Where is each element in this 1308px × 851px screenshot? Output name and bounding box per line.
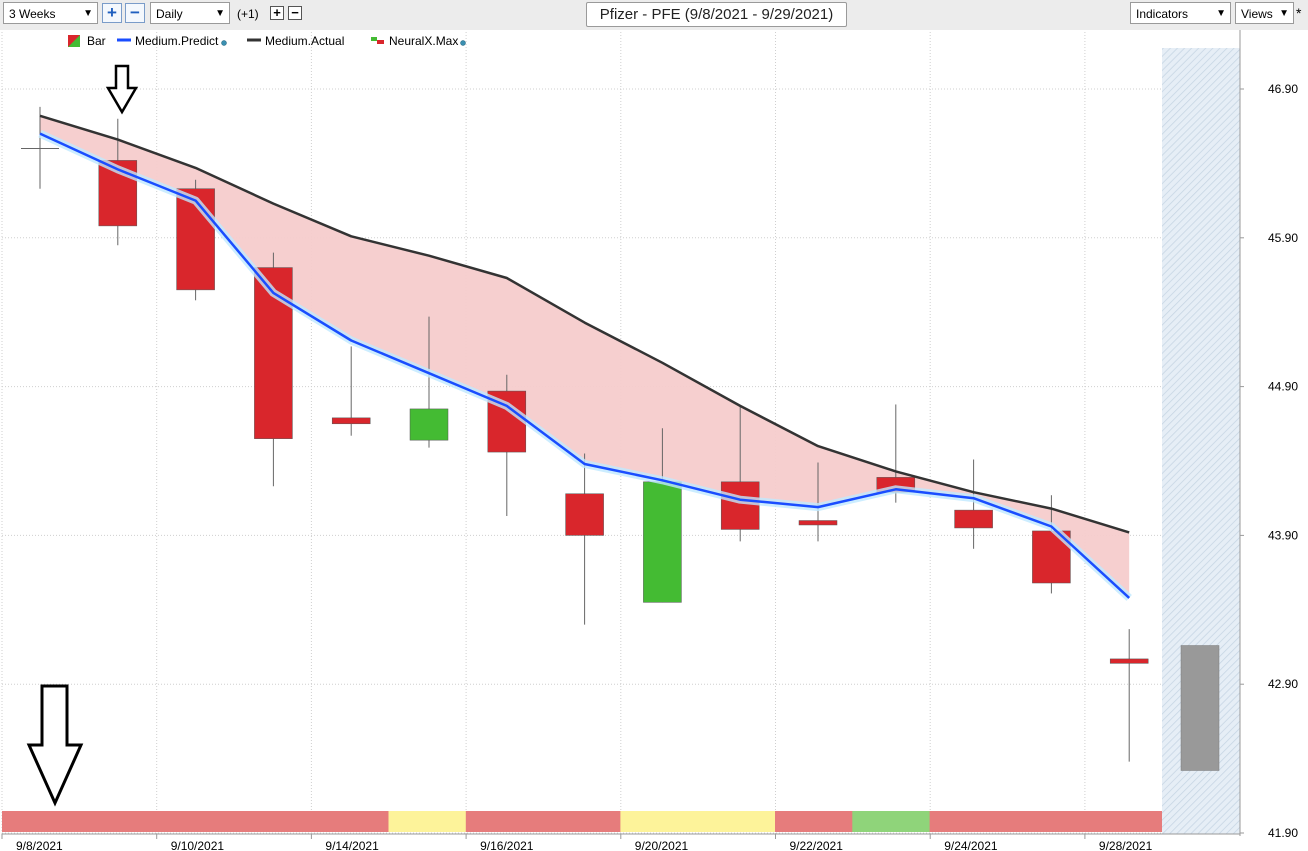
- signal-cell: [156, 811, 235, 832]
- actual-predict-band: [40, 115, 1130, 598]
- x-tick-label: 9/22/2021: [790, 839, 844, 851]
- offset-increase-button[interactable]: +: [270, 6, 284, 20]
- projection-bar: [1180, 645, 1220, 771]
- candle-body: [331, 417, 371, 425]
- axes: 46.90 45.90 44.90 43.90 42.90 41.90 9/8/2021 9/…: [1, 30, 1298, 851]
- legend-item: Medium.Actual: [247, 34, 344, 48]
- interval-value: Daily: [156, 7, 183, 21]
- legend-bar-icon-up: [68, 35, 80, 47]
- candlestick-chart[interactable]: 46.90 45.90 44.90 43.90 42.90 41.90 9/8/2021 9/…: [0, 30, 1308, 851]
- signal-cell: [620, 811, 699, 832]
- signal-cell: [465, 811, 544, 832]
- signal-cell: [1084, 811, 1162, 832]
- zoom-in-button[interactable]: +: [102, 3, 122, 23]
- indicator-lines: [38, 114, 1132, 601]
- indicators-label: Indicators: [1136, 7, 1189, 21]
- signal-cell: [233, 811, 312, 832]
- legend-label: NeuralX.Max: [389, 34, 458, 48]
- signal-cell: [543, 811, 621, 832]
- legend-item: Medium.Predict: [117, 34, 227, 48]
- legend-neural-icon-down: [377, 40, 384, 44]
- candle: [798, 462, 838, 542]
- candle: [565, 453, 604, 625]
- x-tick-label: 9/24/2021: [944, 839, 998, 851]
- candles: [21, 106, 1149, 762]
- candle-body: [643, 481, 682, 603]
- signal-cell: [1006, 811, 1085, 832]
- y-tick-label: 43.90: [1268, 528, 1298, 542]
- chevron-down-icon: ▼: [1279, 8, 1289, 19]
- views-label: Views: [1241, 7, 1273, 21]
- x-tick-label: 9/20/2021: [635, 839, 689, 851]
- toolbar: 3 Weeks ▼ + − Daily ▼ (+1) + − Pfizer - …: [0, 0, 1308, 31]
- y-tick-label: 41.90: [1268, 826, 1298, 840]
- chart-title: Pfizer - PFE (9/8/2021 - 9/29/2021): [586, 2, 847, 27]
- indicators-dropdown[interactable]: Indicators ▼: [1130, 2, 1231, 24]
- x-tick-label: 9/28/2021: [1099, 839, 1153, 851]
- interval-dropdown[interactable]: Daily ▼: [150, 2, 230, 24]
- period-value: 3 Weeks: [9, 7, 56, 21]
- signal-cell: [2, 811, 80, 832]
- candle: [954, 459, 993, 549]
- future-zone: [1162, 48, 1240, 834]
- chevron-down-icon: ▼: [1216, 8, 1226, 19]
- signal-cell: [775, 811, 853, 832]
- chevron-down-icon: ▼: [215, 8, 225, 19]
- info-dot-icon: [460, 40, 466, 46]
- candle: [21, 106, 59, 189]
- candle-body: [954, 509, 993, 529]
- signal-cell: [852, 811, 931, 832]
- medium-predict-line: [39, 132, 1131, 599]
- x-tick-label: 9/16/2021: [480, 839, 534, 851]
- signal-cell: [79, 811, 158, 832]
- signal-cell: [388, 811, 467, 832]
- arrow-down-icon: [105, 64, 139, 115]
- legend-item: NeuralX.Max: [371, 34, 466, 48]
- offset-decrease-button[interactable]: −: [288, 6, 302, 20]
- candle: [331, 346, 371, 436]
- candle: [720, 405, 760, 542]
- candle-body: [565, 493, 604, 536]
- legend: Bar Medium.Predict Medium.Actual NeuralX.Ma…: [68, 34, 466, 48]
- candle: [409, 316, 449, 448]
- x-tick-label: 9/14/2021: [325, 839, 379, 851]
- candle: [1109, 629, 1149, 762]
- candle-body: [720, 481, 760, 530]
- arrow-down-large-icon: [26, 684, 84, 807]
- legend-label: Bar: [87, 34, 106, 48]
- y-tick-label: 45.90: [1268, 231, 1298, 245]
- y-tick-label: 42.90: [1268, 677, 1298, 691]
- candle-body: [798, 520, 838, 526]
- signal-cell: [697, 811, 776, 832]
- views-dropdown[interactable]: Views ▼: [1235, 2, 1294, 24]
- prediction-band: [40, 115, 1130, 598]
- candle-body: [409, 408, 449, 441]
- legend-neural-icon-up: [371, 37, 377, 41]
- y-tick-label: 44.90: [1268, 380, 1298, 394]
- legend-label: Medium.Actual: [265, 34, 344, 48]
- offset-label: (+1): [237, 7, 259, 21]
- legend-label: Medium.Predict: [135, 34, 219, 48]
- signal-strip: [2, 811, 1162, 832]
- y-tick-label: 46.90: [1268, 82, 1298, 96]
- signal-cell: [311, 811, 389, 832]
- legend-item: Bar: [68, 34, 106, 48]
- zoom-out-button[interactable]: −: [125, 3, 145, 23]
- signal-cell: [929, 811, 1008, 832]
- candle-body: [1109, 658, 1149, 664]
- x-tick-label: 9/8/2021: [16, 839, 63, 851]
- chevron-down-icon: ▼: [83, 8, 93, 19]
- modified-star: *: [1296, 5, 1302, 21]
- x-tick-label: 9/10/2021: [171, 839, 225, 851]
- medium-actual-line: [39, 114, 1130, 534]
- info-dot-icon: [221, 40, 227, 46]
- period-dropdown[interactable]: 3 Weeks ▼: [3, 2, 98, 24]
